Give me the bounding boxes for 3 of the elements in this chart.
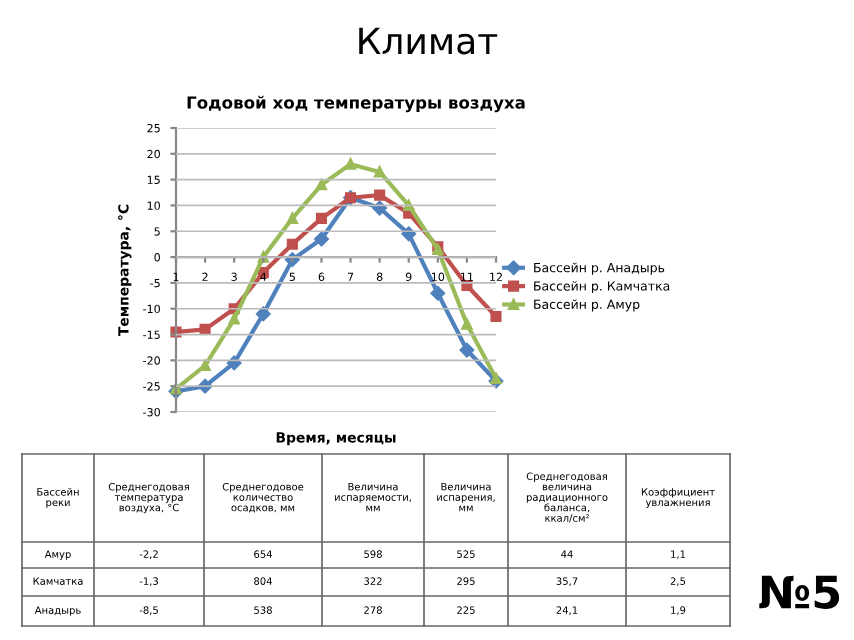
- chart-subtitle: Годовой ход температуры воздуха: [187, 95, 525, 113]
- text: №5: [759, 575, 840, 609]
- chart-title: Климат: [359, 27, 498, 55]
